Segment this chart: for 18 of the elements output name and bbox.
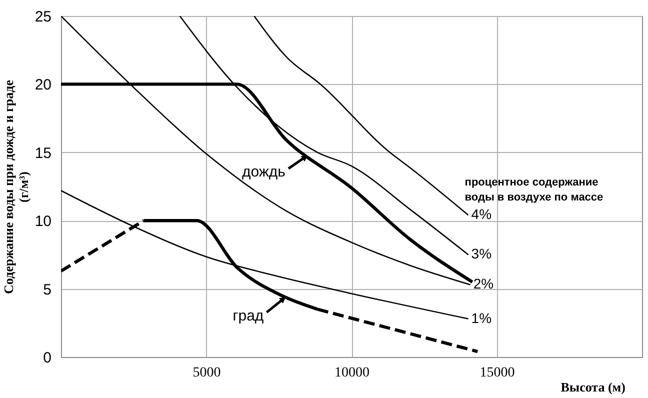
y-tick-label: 5 (43, 281, 52, 298)
y-tick-label: 25 (34, 8, 52, 26)
annotation: град (232, 307, 264, 324)
annotation: дождь (242, 164, 286, 181)
y-tick-label: 10 (34, 213, 52, 230)
annotation: процентное содержание воды в воздухе по массе (464, 176, 604, 204)
x-tick-label: 15000 (480, 366, 515, 380)
y-axis-title: Содержание воды при дожде и граде (г/м³) (0, 80, 31, 294)
series-label: 2% (473, 276, 494, 292)
series-label: 3% (471, 246, 492, 262)
x-tick-label: 5000 (192, 366, 221, 380)
y-tick-label: 15 (34, 144, 52, 162)
series-label: 1% (471, 310, 492, 326)
x-axis-title: Высота (м) (560, 380, 626, 394)
y-tick-label: 20 (34, 76, 52, 94)
series-label: 4% (471, 206, 492, 222)
y-tick-label: 0 (43, 350, 52, 366)
x-tick-label: 10000 (334, 366, 370, 380)
